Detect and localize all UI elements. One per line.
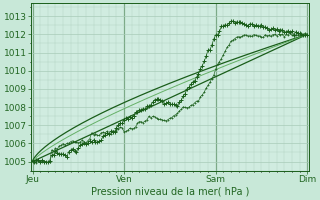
X-axis label: Pression niveau de la mer( hPa ): Pression niveau de la mer( hPa ) — [91, 187, 249, 197]
